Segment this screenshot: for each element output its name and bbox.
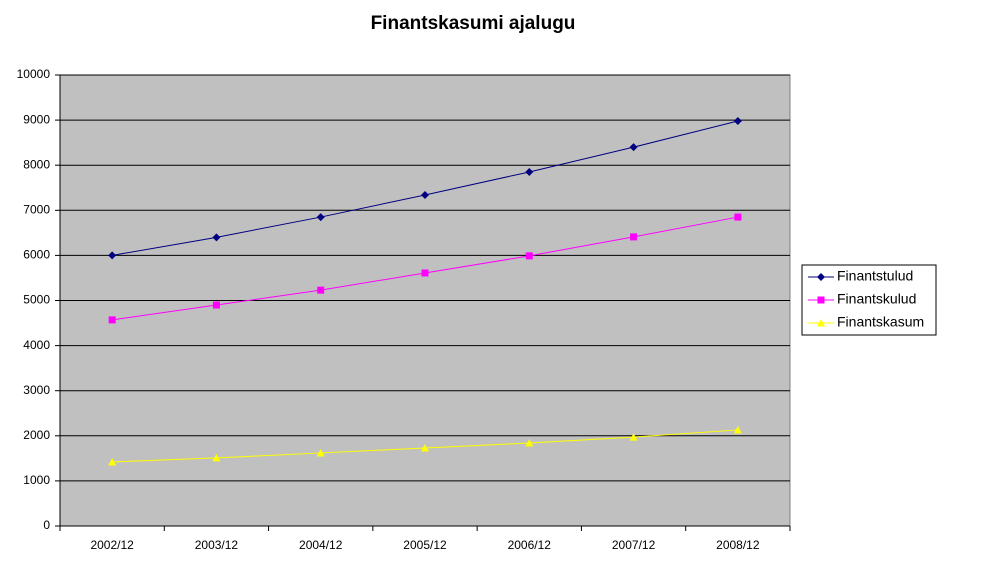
- marker: [212, 301, 220, 309]
- y-tick-label: 6000: [23, 248, 50, 262]
- marker: [212, 233, 221, 242]
- y-tick-label: 9000: [23, 112, 50, 126]
- y-tick-label: 8000: [23, 157, 50, 171]
- y-tick-label: 10000: [17, 67, 51, 81]
- chart-title: Finantskasumi ajalugu: [371, 13, 576, 34]
- y-tick-label: 1000: [23, 473, 50, 487]
- marker: [630, 233, 638, 241]
- marker: [629, 143, 638, 152]
- y-tick-label: 5000: [23, 293, 50, 307]
- marker: [316, 213, 325, 222]
- marker: [525, 167, 534, 176]
- x-tick-label: 2007/12: [612, 538, 656, 552]
- x-tick-label: 2002/12: [90, 538, 134, 552]
- marker: [733, 117, 742, 126]
- marker: [108, 457, 117, 466]
- marker: [817, 319, 825, 327]
- marker: [108, 251, 117, 260]
- y-tick-label: 0: [43, 518, 50, 532]
- legend-label: Finantskasum: [837, 314, 924, 330]
- x-tick-label: 2006/12: [508, 538, 552, 552]
- marker: [316, 448, 325, 457]
- marker: [108, 316, 116, 324]
- marker: [629, 433, 638, 441]
- marker: [733, 425, 742, 434]
- marker: [734, 213, 742, 221]
- y-tick-label: 4000: [23, 338, 50, 352]
- x-tick-label: 2003/12: [195, 538, 239, 552]
- marker: [421, 443, 429, 452]
- x-tick-label: 2004/12: [299, 538, 343, 552]
- legend-label: Finantskulud: [837, 291, 916, 307]
- legend-label: Finantstulud: [837, 268, 913, 284]
- marker: [525, 252, 533, 260]
- marker: [317, 286, 325, 294]
- marker: [212, 453, 221, 462]
- y-tick-label: 2000: [23, 428, 50, 442]
- marker: [525, 439, 534, 447]
- y-tick-label: 7000: [23, 202, 50, 216]
- marker: [817, 296, 825, 304]
- marker: [421, 269, 429, 277]
- marker: [421, 190, 429, 199]
- marker: [817, 273, 825, 281]
- x-tick-label: 2005/12: [403, 538, 447, 552]
- x-tick-label: 2008/12: [716, 538, 760, 552]
- y-tick-label: 3000: [23, 383, 50, 397]
